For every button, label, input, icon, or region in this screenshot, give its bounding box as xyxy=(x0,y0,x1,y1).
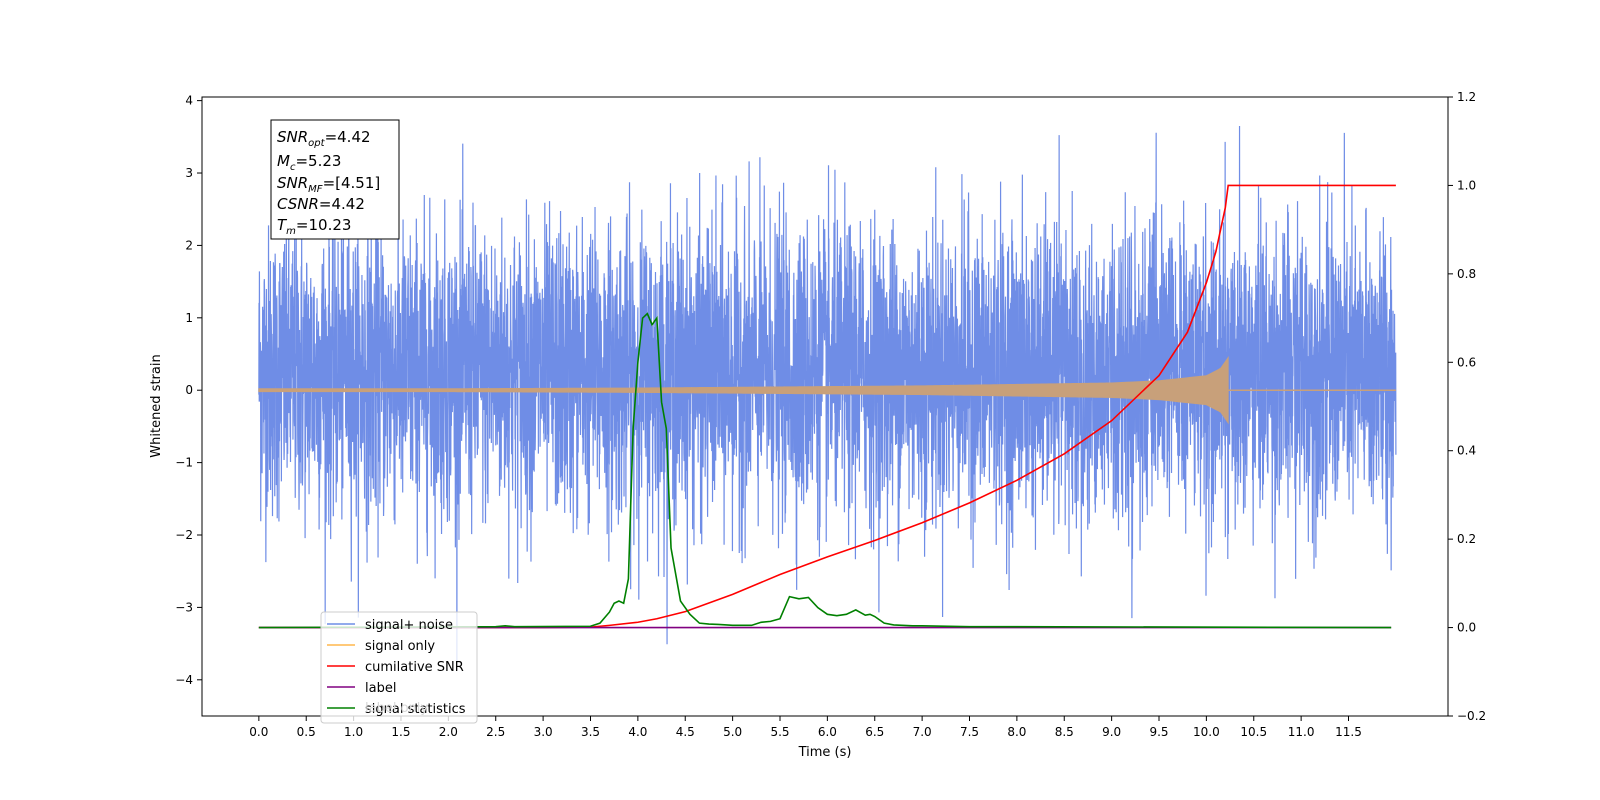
legend-label: signal statistics xyxy=(365,702,466,717)
svg-text:Tm=10.23: Tm=10.23 xyxy=(277,216,351,237)
y2-tick-label: 1.2 xyxy=(1457,90,1476,104)
svg-text:SNRopt=4.42: SNRopt=4.42 xyxy=(277,128,371,149)
legend-frame xyxy=(320,611,478,724)
x-tick-label: 1.5 xyxy=(391,725,410,739)
annotation-box: SNRopt=4.42 Mc=5.23 SNRMF=[4.51] CSNR=4.… xyxy=(270,119,400,240)
x-tick-label: 6.5 xyxy=(865,725,884,739)
annotation-snr-opt: 4.42 xyxy=(337,128,370,146)
x-tick-label: 2.0 xyxy=(439,725,458,739)
y2-tick-label: 0.2 xyxy=(1457,532,1476,546)
plot-frame xyxy=(201,96,1449,717)
x-tick-label: 5.0 xyxy=(723,725,742,739)
legend-label: signal+ noise xyxy=(365,618,453,633)
x-tick-label: 8.0 xyxy=(1007,725,1026,739)
y-axis-label: Whitened strain xyxy=(149,354,164,457)
x-tick-label: 3.0 xyxy=(534,725,553,739)
x-tick-label: 10.0 xyxy=(1193,725,1220,739)
svg-text:CSNR=4.42: CSNR=4.42 xyxy=(277,195,365,213)
x-axis-label: Time (s) xyxy=(798,745,852,760)
y2-tick-label: −0.2 xyxy=(1457,709,1486,723)
y-tick-label: 0 xyxy=(185,383,193,397)
legend-label: cumilative SNR xyxy=(365,660,464,675)
legend-hidden-label: label only xyxy=(365,701,428,716)
y-tick-label: 2 xyxy=(185,238,193,252)
svg-text:Mc=5.23: Mc=5.23 xyxy=(277,152,341,173)
y-tick-label: 4 xyxy=(185,94,193,108)
x-tick-label: 10.5 xyxy=(1240,725,1267,739)
legend-label: label xyxy=(365,681,396,696)
y-tick-label: 3 xyxy=(185,166,193,180)
x-tick-label: 7.0 xyxy=(913,725,932,739)
series-cumilative-snr xyxy=(258,184,1396,629)
legend: signal+ noise signal only cumilative SNR la… xyxy=(320,611,478,724)
y2-tick-label: 0.4 xyxy=(1457,444,1476,458)
y-tick-label: −4 xyxy=(175,673,193,687)
y-tick-label: 1 xyxy=(185,311,193,325)
x-tick-label: 2.5 xyxy=(486,725,505,739)
annotation-tm: 10.23 xyxy=(309,216,352,234)
series-signal-noise xyxy=(258,126,1397,664)
x-tick-label: 9.0 xyxy=(1102,725,1121,739)
axes-layer: 0.0 0.5 1.0 1.5 2.0 2.5 3.0 3.5 4.0 4.5 5.0 5.5 6.0 6… xyxy=(175,90,1486,739)
x-tick-label: 1.0 xyxy=(344,725,363,739)
x-tick-label: 4.5 xyxy=(676,725,695,739)
x-tick-label: 9.5 xyxy=(1149,725,1168,739)
x-tick-label: 7.5 xyxy=(960,725,979,739)
x-tick-label: 6.0 xyxy=(818,725,837,739)
x-tick-label: 11.5 xyxy=(1335,725,1362,739)
x-tick-label: 11.0 xyxy=(1288,725,1315,739)
y-tick-label: −3 xyxy=(175,600,193,614)
y2-tick-label: 0.8 xyxy=(1457,267,1476,281)
x-tick-label: 0.5 xyxy=(297,725,316,739)
y2-tick-label: 0.6 xyxy=(1457,355,1476,369)
annotation-csnr: 4.42 xyxy=(332,195,365,213)
y-tick-label: −2 xyxy=(175,528,193,542)
y2-tick-label: 1.0 xyxy=(1457,178,1476,192)
svg-text:SNRMF=[4.51]: SNRMF=[4.51] xyxy=(277,174,380,195)
y-tick-label: −1 xyxy=(175,456,193,470)
x-tick-label: 8.5 xyxy=(1055,725,1074,739)
series-layer xyxy=(258,126,1397,664)
x-tick-label: 5.5 xyxy=(770,725,789,739)
annotation-snr-mf: [4.51] xyxy=(335,174,380,192)
y2-tick-label: 0.0 xyxy=(1457,621,1476,635)
series-signal-statistics xyxy=(258,312,1392,629)
x-tick-label: 0.0 xyxy=(249,725,268,739)
x-tick-label: 4.0 xyxy=(628,725,647,739)
annotation-mc: 5.23 xyxy=(308,152,341,170)
x-tick-label: 3.5 xyxy=(581,725,600,739)
legend-label: signal only xyxy=(365,639,435,654)
